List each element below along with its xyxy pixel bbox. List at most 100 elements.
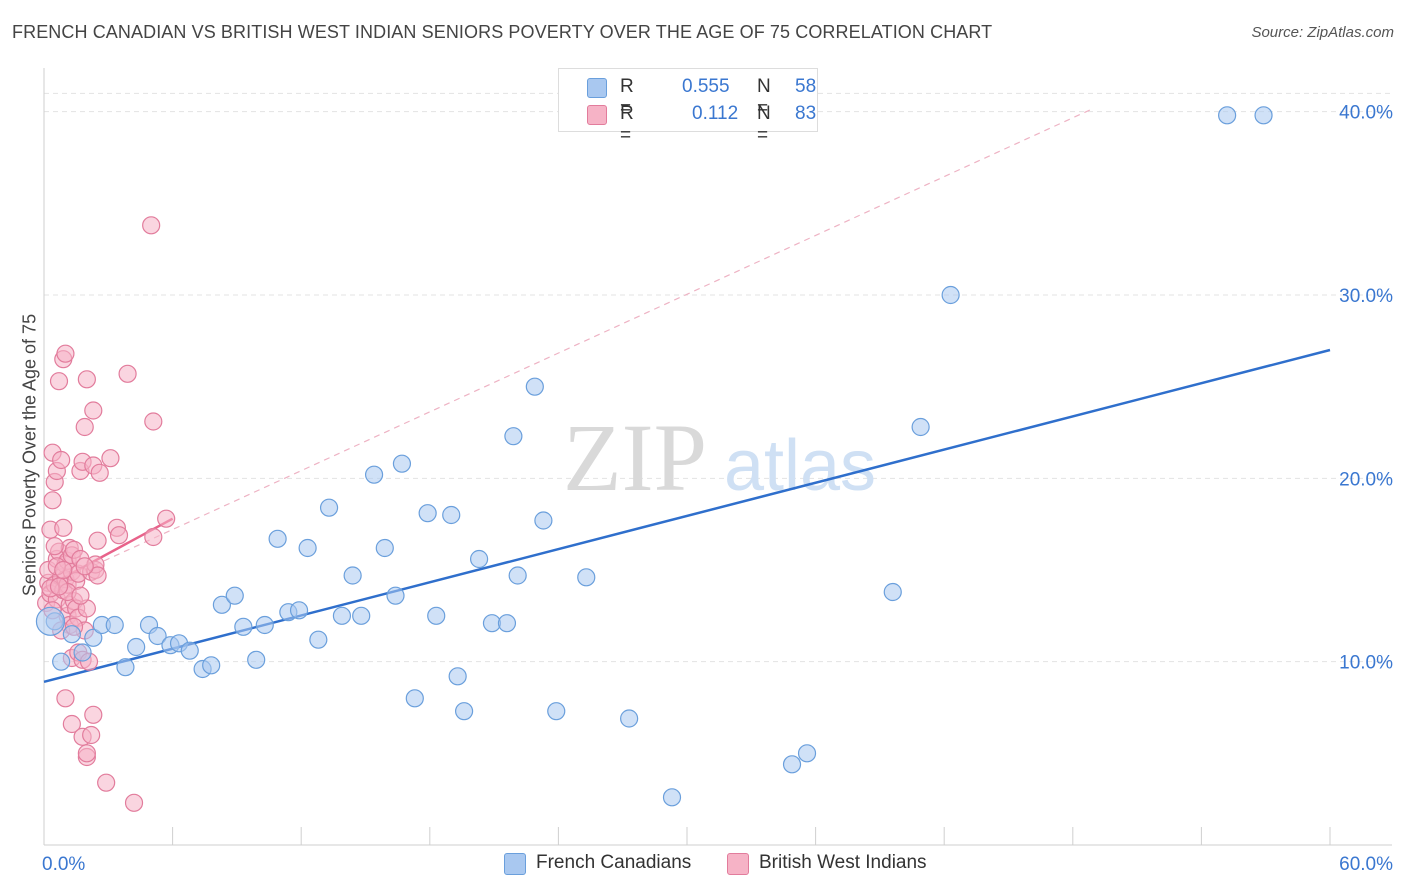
point-british-west-indians <box>88 566 107 585</box>
point-french-canadians <box>1254 106 1273 125</box>
point-british-west-indians <box>62 714 81 734</box>
point-french-canadians <box>662 788 682 807</box>
point-french-canadians <box>289 601 309 620</box>
legend-n-label: N = <box>757 103 771 146</box>
point-french-canadians <box>255 615 274 635</box>
point-british-west-indians <box>71 586 90 605</box>
point-french-canadians <box>504 427 523 446</box>
legend-n-value: 83 <box>795 103 817 124</box>
point-french-canadians <box>534 511 553 530</box>
point-french-canadians <box>84 628 103 647</box>
point-french-canadians <box>319 498 339 517</box>
y-tick-label: 40.0% <box>1339 103 1393 124</box>
point-french-canadians <box>547 702 566 721</box>
x-tick-label: 0.0% <box>42 854 85 875</box>
axes <box>43 68 1392 846</box>
point-british-west-indians <box>142 216 161 235</box>
y-tick-label: 20.0% <box>1339 469 1393 490</box>
point-british-west-indians <box>45 537 64 556</box>
point-british-west-indians <box>84 401 103 420</box>
point-british-west-indians <box>101 449 120 468</box>
point-british-west-indians <box>49 372 69 391</box>
point-british-west-indians <box>144 527 163 547</box>
point-french-canadians <box>911 417 930 437</box>
source-label: Source: ZipAtlas.com <box>1251 24 1394 41</box>
data-points <box>35 106 1273 812</box>
correlation-legend: R = 0.555 N = 58 R = 0.112 N = 83 <box>558 68 818 146</box>
point-french-canadians <box>497 614 517 633</box>
point-british-west-indians <box>124 793 144 812</box>
y-tick-label: 10.0% <box>1339 653 1393 674</box>
point-french-canadians <box>73 643 92 662</box>
point-french-canadians <box>508 566 527 585</box>
point-french-canadians <box>234 617 253 636</box>
point-british-west-indians <box>97 773 116 792</box>
legend-swatch-blue <box>587 78 607 98</box>
legend-n-value: 58 <box>795 76 817 97</box>
point-french-canadians <box>405 689 424 708</box>
legend-r-value: 0.112 <box>692 103 739 124</box>
legend-r-value: 0.555 <box>682 76 730 97</box>
point-french-canadians <box>375 538 394 558</box>
chart-title: FRENCH CANADIAN VS BRITISH WEST INDIAN S… <box>12 22 993 42</box>
legend-swatch-pink <box>587 105 607 125</box>
point-french-canadians <box>442 505 461 525</box>
point-british-west-indians <box>144 412 163 431</box>
point-british-west-indians <box>56 344 75 363</box>
point-british-west-indians <box>82 725 101 745</box>
point-french-canadians <box>525 377 544 396</box>
point-french-canadians <box>577 568 596 587</box>
point-french-canadians <box>427 606 446 625</box>
point-french-canadians <box>52 652 71 671</box>
legend-r-label: R = <box>620 76 634 119</box>
point-french-canadians <box>797 744 817 763</box>
pink-extended-trend <box>43 107 1095 589</box>
point-british-west-indians <box>77 370 96 389</box>
point-french-canadians <box>127 637 146 657</box>
watermark-zip: ZIP <box>563 404 707 511</box>
point-british-west-indians <box>157 509 176 528</box>
point-british-west-indians <box>56 689 75 708</box>
point-french-canadians <box>268 529 287 548</box>
legend-r-label: R = <box>620 103 634 146</box>
point-british-west-indians <box>118 364 137 383</box>
point-french-canadians <box>180 641 199 660</box>
point-british-west-indians <box>49 577 69 596</box>
point-french-canadians <box>883 582 902 602</box>
y-tick-label: 30.0% <box>1339 286 1393 307</box>
point-french-canadians <box>364 465 384 484</box>
point-french-canadians <box>620 709 639 728</box>
point-british-west-indians <box>54 518 73 537</box>
point-french-canadians <box>352 606 371 625</box>
point-french-canadians <box>343 566 362 585</box>
point-french-canadians <box>148 626 167 646</box>
point-french-canadians <box>247 650 266 669</box>
point-french-canadians <box>454 702 474 721</box>
point-french-canadians <box>386 586 405 605</box>
point-french-canadians <box>225 586 244 605</box>
legend-swatch-blue <box>504 853 526 875</box>
point-british-west-indians <box>52 450 71 470</box>
point-french-canadians <box>298 538 317 558</box>
point-british-west-indians <box>75 557 94 576</box>
point-french-canadians <box>469 549 489 569</box>
legend-series-name: British West Indians <box>759 852 927 873</box>
legend-series-name: French Canadians <box>536 852 692 873</box>
point-french-canadians <box>105 615 124 635</box>
point-british-west-indians <box>75 417 94 437</box>
point-french-canadians <box>332 606 352 625</box>
point-french-canadians <box>309 630 328 649</box>
point-french-canadians <box>782 755 802 774</box>
watermark-atlas: atlas <box>724 426 876 506</box>
point-british-west-indians <box>90 463 109 482</box>
point-french-canadians <box>202 656 221 675</box>
point-british-west-indians <box>77 744 96 763</box>
y-axis-label: Seniors Poverty Over the Age of 75 <box>19 313 40 597</box>
point-british-west-indians <box>84 705 103 724</box>
tick-labels: 10.0% 20.0% 30.0% 40.0% 0.0% 60.0% <box>42 103 1393 875</box>
point-french-canadians <box>392 454 412 473</box>
point-french-canadians <box>941 285 960 305</box>
point-french-canadians <box>116 658 135 677</box>
point-british-west-indians <box>54 560 73 580</box>
